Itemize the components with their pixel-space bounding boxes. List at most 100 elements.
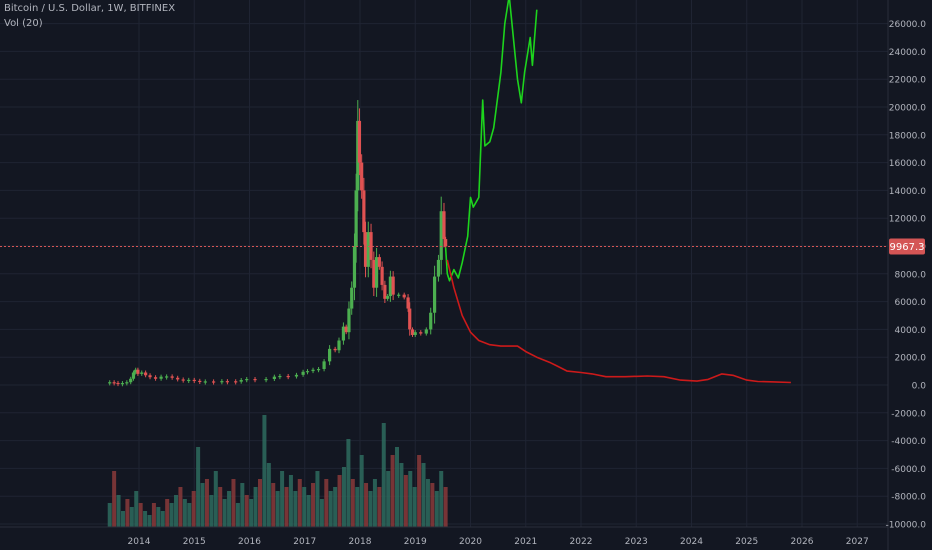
- candle-body: [357, 120, 362, 163]
- volume-bar: [355, 487, 360, 527]
- y-tick-label: -8000.0: [891, 493, 926, 503]
- volume-bar: [240, 483, 245, 527]
- volume-bar: [364, 483, 369, 527]
- volume-bar: [337, 475, 342, 527]
- x-tick-label: 2024: [680, 537, 703, 547]
- candle-body: [436, 259, 441, 277]
- volume-bar: [311, 483, 316, 527]
- x-axis[interactable]: 2014 2015 2016 2017 2018 2019 2020 2021 2022 2023…: [0, 526, 888, 547]
- price-marker-bg: [889, 238, 925, 255]
- x-tick-label: 2018: [349, 537, 372, 547]
- x-tick-label: 2026: [791, 537, 814, 547]
- volume-bar: [165, 499, 170, 527]
- volume-bar: [257, 479, 262, 527]
- volume-bar: [271, 483, 276, 527]
- candle-body: [120, 383, 125, 385]
- volume-bar: [319, 499, 324, 527]
- volume-bar: [151, 503, 156, 527]
- candle-body: [369, 232, 373, 260]
- volume-bar: [112, 471, 117, 527]
- volume-bar: [156, 507, 161, 527]
- volume-bar: [425, 479, 430, 527]
- candle-body: [220, 381, 224, 383]
- volume-bar: [341, 467, 346, 527]
- x-tick-label: 2020: [459, 537, 482, 547]
- candlestick-series: [108, 100, 448, 387]
- y-tick-label: 22000.0: [889, 76, 926, 86]
- candle-body: [286, 375, 290, 378]
- volume-bar: [412, 487, 417, 527]
- candle-body: [391, 276, 395, 295]
- candle-body: [429, 312, 433, 330]
- projection-lines: [444, 0, 791, 384]
- volume-bar: [169, 503, 174, 527]
- volume-bar: [421, 463, 426, 527]
- volume-bar: [187, 503, 192, 527]
- candle-body: [170, 376, 174, 378]
- volume-bar: [439, 471, 444, 527]
- volume-bar: [129, 507, 134, 527]
- volume-bar: [377, 487, 382, 527]
- candle-body: [245, 379, 249, 381]
- volume-bar: [143, 511, 148, 527]
- volume-bar: [231, 479, 236, 527]
- y-tick-label: 12000.0: [889, 215, 926, 225]
- candle-body: [444, 239, 448, 247]
- candle-body: [432, 276, 437, 313]
- y-tick-label: 24000.0: [889, 48, 926, 58]
- x-tick-label: 2025: [735, 537, 758, 547]
- candle-body: [294, 374, 299, 377]
- y-tick-label: -4000.0: [891, 437, 926, 447]
- candle-body: [380, 266, 384, 285]
- candle-body: [360, 162, 364, 191]
- candle-body: [192, 379, 196, 382]
- candle-body: [125, 382, 129, 384]
- volume-bar: [350, 479, 355, 527]
- y-tick-label: 16000.0: [889, 159, 926, 169]
- y-tick-label: -10000.0: [886, 521, 927, 531]
- candle-body: [352, 246, 357, 288]
- candle-body: [347, 308, 351, 333]
- x-tick-label: 2027: [846, 537, 869, 547]
- candle-body: [383, 284, 387, 299]
- x-tick-label: 2017: [293, 537, 316, 547]
- candle-body: [363, 232, 368, 267]
- candle-body: [187, 379, 191, 382]
- candle-body: [108, 382, 112, 384]
- candle-body: [116, 382, 120, 385]
- y-tick-label: -2000.0: [891, 409, 926, 419]
- volume-bar: [120, 511, 125, 527]
- volume-bar: [284, 487, 289, 527]
- candle-body: [333, 348, 337, 351]
- volume-bar: [395, 447, 400, 527]
- volume-bar: [403, 475, 408, 527]
- candle-body: [322, 361, 326, 370]
- volume-bar: [297, 479, 302, 527]
- candle-body: [112, 382, 116, 384]
- candle-body: [366, 232, 370, 267]
- volume-bar: [328, 491, 333, 527]
- volume-bar: [262, 415, 267, 527]
- candle-body: [372, 259, 376, 288]
- volume-bar: [359, 455, 364, 527]
- volume-bar: [235, 503, 240, 527]
- candle-body: [253, 379, 257, 381]
- volume-bar: [390, 455, 395, 527]
- volume-bar: [266, 463, 271, 527]
- candle-body: [136, 369, 140, 374]
- volume-bar: [324, 479, 329, 527]
- y-tick-label: 18000.0: [889, 131, 926, 141]
- candle-body: [131, 372, 136, 379]
- volume-bar: [196, 447, 201, 527]
- candle-body: [406, 297, 410, 309]
- candle-body: [328, 348, 332, 362]
- candle-body: [377, 257, 381, 267]
- candle-body: [159, 376, 163, 379]
- volume-bar: [213, 471, 218, 527]
- candle-body: [144, 372, 148, 376]
- candle-body: [408, 308, 412, 330]
- candle-body: [153, 377, 158, 379]
- volume-bar: [280, 471, 285, 527]
- candle-body: [176, 377, 180, 380]
